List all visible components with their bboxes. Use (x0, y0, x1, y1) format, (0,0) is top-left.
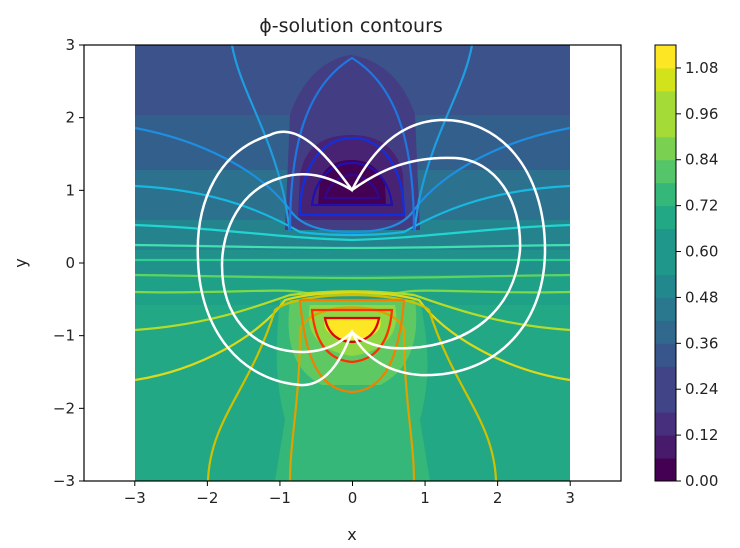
colorbar: 0.00 0.12 0.24 0.36 0.48 0.60 0.72 0.84 0.96 1.08 (654, 44, 718, 490)
y-tick-label: −1 (53, 327, 75, 345)
colorbar-band (655, 113, 676, 138)
overlay-loop-outer (196, 118, 547, 387)
contour-line (310, 308, 394, 364)
y-axis-label: y (11, 258, 30, 267)
colorbar-tick-label: 0.60 (685, 243, 718, 261)
y-tick-label: 3 (65, 36, 75, 54)
colorbar-band (655, 458, 676, 482)
filled-contours (135, 45, 570, 481)
contour-line (135, 184, 570, 237)
colorbar-tick-label: 0.48 (685, 288, 718, 306)
colorbar-band (655, 389, 676, 413)
colorbar-tick-label: 0.96 (685, 105, 718, 123)
contour-line (135, 273, 570, 280)
x-tick-label: 1 (420, 489, 430, 507)
x-tick-label: 2 (493, 489, 503, 507)
colorbar-band (655, 45, 676, 69)
chart-title: ϕ-solution contours (259, 15, 443, 37)
contour-line (323, 173, 381, 200)
colorbar-band (655, 366, 676, 390)
x-tick-label: 0 (348, 489, 358, 507)
colorbar-band (655, 435, 676, 459)
colorbar-band (655, 343, 676, 367)
colorbar-tick-label: 1.08 (685, 59, 718, 77)
contour-line (288, 306, 416, 481)
x-tick-label: −1 (269, 489, 291, 507)
contour-line (298, 298, 406, 394)
colorbar-frame (654, 44, 677, 482)
colorbar-band (655, 251, 676, 275)
overlay-curves (196, 118, 547, 387)
colorbar-bands (655, 45, 676, 482)
x-tick-label: −3 (124, 489, 146, 507)
colorbar-tick-label: 0.84 (685, 151, 718, 169)
y-tick-label: 0 (65, 254, 75, 272)
y-tick-label: −3 (53, 472, 75, 490)
contour-lines (135, 45, 570, 481)
y-axis-ticks: −3 −2 −1 0 1 2 3 (53, 36, 84, 490)
contour-line (135, 243, 570, 250)
colorbar-band (655, 274, 676, 298)
colorbar-ticks: 0.00 0.12 0.24 0.36 0.48 0.60 0.72 0.84 0.96 1.08 (676, 59, 718, 490)
contour-line (135, 126, 570, 234)
contour-line (135, 223, 570, 242)
x-tick-label: −2 (196, 489, 218, 507)
colorbar-tick-label: 0.24 (685, 380, 718, 398)
contour-line (288, 56, 416, 233)
colorbar-tick-label: 0.00 (685, 472, 718, 490)
y-tick-label: 2 (65, 109, 75, 127)
contour-line (230, 45, 292, 233)
colorbar-band (655, 159, 676, 184)
x-axis-ticks: −3 −2 −1 0 1 2 3 (124, 481, 575, 507)
y-tick-label: 1 (65, 181, 75, 199)
colorbar-band (655, 136, 676, 161)
colorbar-band (655, 67, 676, 92)
colorbar-band (655, 182, 676, 207)
contour-line (298, 136, 406, 217)
overlay-loop-inner (220, 156, 522, 354)
contour-line (206, 293, 498, 481)
contour-line (323, 316, 381, 344)
x-axis-label: x (347, 525, 356, 544)
colorbar-band (655, 205, 676, 230)
colorbar-tick-label: 0.72 (685, 197, 718, 215)
colorbar-band (655, 90, 676, 115)
x-tick-label: 3 (565, 489, 575, 507)
colorbar-band (655, 228, 676, 253)
contour-line (310, 161, 394, 207)
colorbar-tick-label: 0.12 (685, 426, 718, 444)
colorbar-band (655, 297, 676, 321)
colorbar-band (655, 320, 676, 344)
contour-line (135, 290, 570, 332)
y-tick-label: −2 (53, 399, 75, 417)
colorbar-tick-label: 0.36 (685, 334, 718, 352)
contour-line (135, 291, 570, 382)
colorbar-band (655, 412, 676, 436)
